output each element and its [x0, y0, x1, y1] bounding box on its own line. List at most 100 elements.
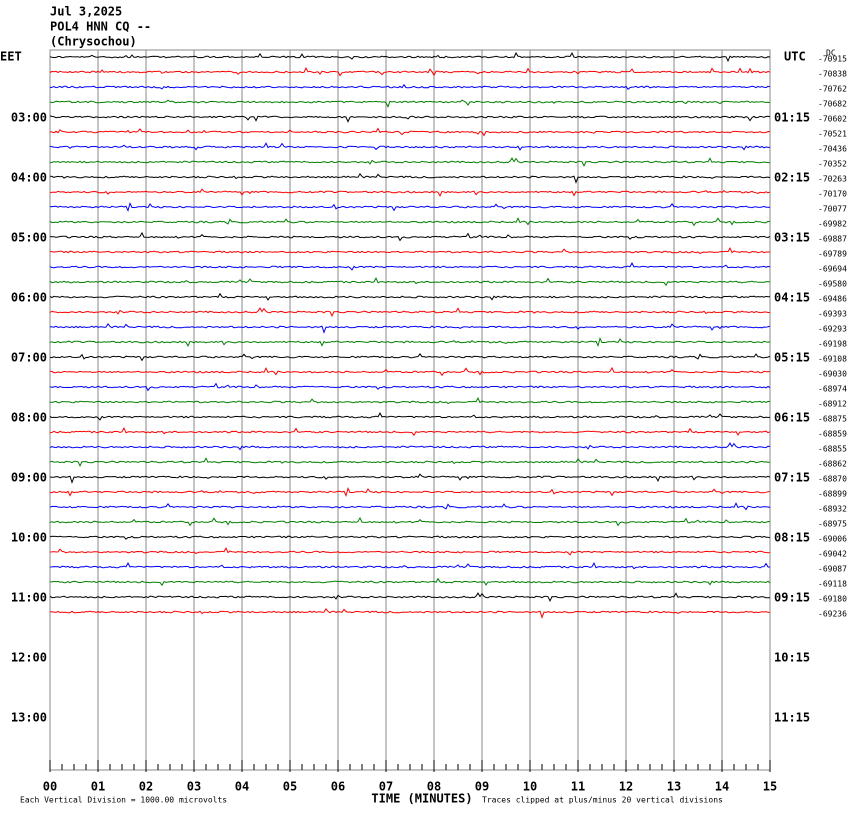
trace-offset: -69118: [818, 580, 847, 589]
x-tick-label: 13: [667, 780, 681, 794]
trace-offset: -70838: [818, 70, 847, 79]
left-time-label: 07:00: [11, 351, 47, 365]
trace-offset: -69887: [818, 235, 847, 244]
right-time-label: 08:15: [774, 531, 810, 545]
right-time-label: 05:15: [774, 351, 810, 365]
trace: [49, 486, 771, 498]
trace: [49, 188, 771, 198]
trace: [49, 442, 771, 451]
trace-offset: -69580: [818, 280, 847, 289]
left-time-label: 09:00: [11, 471, 47, 485]
right-time-label: 06:15: [774, 411, 810, 425]
right-time-label: 09:15: [774, 591, 810, 605]
trace: [49, 201, 771, 213]
left-time-label: 06:00: [11, 291, 47, 305]
x-tick-label: 15: [763, 780, 777, 794]
x-tick-label: 04: [235, 780, 249, 794]
right-time-label: 02:15: [774, 171, 810, 185]
trace-offset: -70682: [818, 100, 847, 109]
trace: [49, 142, 771, 151]
trace-offset: -70436: [818, 145, 847, 154]
trace-offset: -69789: [818, 250, 847, 259]
footer-right: Traces clipped at plus/minus 20 vertical…: [482, 796, 723, 805]
trace-offset: -70762: [818, 85, 847, 94]
trace: [49, 382, 771, 392]
trace-offset: -69393: [818, 310, 847, 319]
trace-offset: -68855: [818, 445, 847, 454]
trace-offset: -69694: [818, 265, 847, 274]
left-time-label: 11:00: [11, 591, 47, 605]
trace: [49, 115, 771, 123]
trace-offset: -70521: [818, 130, 847, 139]
trace-offset: -69108: [818, 355, 847, 364]
trace-offset: -69006: [818, 535, 847, 544]
trace: [49, 516, 771, 527]
trace-offset: -70602: [818, 115, 847, 124]
trace-offset: -69042: [818, 550, 847, 559]
trace-offset: -69180: [818, 595, 847, 604]
trace: [49, 592, 770, 602]
header-location: (Chrysochou): [50, 35, 137, 49]
trace-offset: -68875: [818, 415, 847, 424]
right-time-label: 04:15: [774, 291, 810, 305]
trace: [49, 292, 770, 301]
x-tick-label: 01: [91, 780, 105, 794]
trace-offset: -68974: [818, 385, 847, 394]
header-station: POL4 HNN CQ --: [50, 20, 151, 34]
x-tick-label: 12: [619, 780, 633, 794]
x-tick-label: 08: [427, 780, 441, 794]
left-time-label: 10:00: [11, 531, 47, 545]
trace-offset: -69030: [818, 370, 847, 379]
dc-label: DC: [826, 49, 836, 58]
left-axis-label: EET: [0, 50, 22, 64]
right-time-label: 11:15: [774, 711, 810, 725]
trace: [49, 426, 771, 437]
trace: [49, 336, 771, 348]
left-time-label: 08:00: [11, 411, 47, 425]
trace: [49, 502, 771, 511]
trace: [49, 577, 771, 587]
trace: [49, 157, 770, 167]
trace-offset: -69236: [818, 610, 847, 619]
trace-offset: -68899: [818, 490, 847, 499]
trace: [49, 246, 770, 255]
trace: [49, 473, 771, 484]
trace: [49, 262, 771, 271]
right-time-label: 03:15: [774, 231, 810, 245]
x-tick-label: 06: [331, 780, 345, 794]
trace: [49, 396, 771, 405]
right-time-label: 01:15: [774, 111, 810, 125]
trace-offset: -70915: [818, 55, 847, 64]
trace: [49, 307, 770, 317]
plot-frame: [49, 49, 771, 771]
x-tick-label: 10: [523, 780, 537, 794]
x-tick-label: 05: [283, 780, 297, 794]
x-tick-label: 14: [715, 780, 729, 794]
trace-offset: -69486: [818, 295, 847, 304]
x-tick-label: 02: [139, 780, 153, 794]
trace: [49, 173, 771, 184]
trace: [49, 83, 771, 91]
right-axis-label: UTC: [784, 50, 806, 64]
x-tick-label: 03: [187, 780, 201, 794]
trace-offset: -68862: [818, 460, 847, 469]
trace-offset: -70077: [818, 205, 847, 214]
trace: [49, 608, 771, 619]
trace-offset: -69087: [818, 565, 847, 574]
x-tick-label: 00: [43, 780, 57, 794]
trace: [49, 561, 771, 570]
trace-offset: -68912: [818, 400, 847, 409]
trace: [49, 51, 771, 63]
trace: [49, 231, 771, 242]
left-time-label: 05:00: [11, 231, 47, 245]
trace: [49, 99, 771, 108]
left-time-label: 13:00: [11, 711, 47, 725]
header-date: Jul 3,2025: [50, 5, 122, 19]
footer-left: Each Vertical Division = 1000.00 microvo…: [20, 796, 227, 805]
x-tick-label: 07: [379, 780, 393, 794]
trace-offset: -68932: [818, 505, 847, 514]
left-time-label: 04:00: [11, 171, 47, 185]
trace-offset: -69293: [818, 325, 847, 334]
